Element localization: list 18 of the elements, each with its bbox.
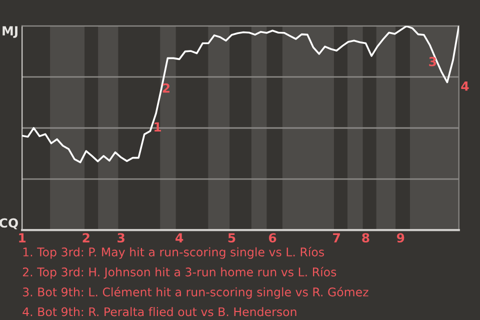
x-tick-label: 1 (19, 233, 26, 242)
text: MJ (2, 26, 18, 38)
x-tick-label: 7 (333, 233, 340, 242)
x-tick-label: 9 (396, 233, 404, 243)
x-tick-label: 4 (176, 233, 184, 242)
x-tick-label: 5 (228, 233, 236, 243)
annotation: 3 (429, 56, 436, 66)
annotation: 2 (162, 83, 170, 93)
x-tick-label: 6 (268, 233, 276, 243)
annotation: 1 (154, 122, 161, 132)
text: 3. Bot 9th: L. Clément hit a run-scoring single vs R. Gómez (22, 286, 368, 299)
x-tick-label: 2 (82, 233, 90, 242)
text: 4 (461, 82, 469, 91)
text: 4. Bot 9th: R. Peralta flied out vs B. Henderson (22, 307, 296, 316)
x-tick-label: 3 (118, 233, 124, 243)
text: 1. Top 3rd: P. May hit a run-scoring single vs L. Ríos (23, 246, 324, 259)
x-tick-label: 8 (362, 233, 370, 243)
text: 2. Top 3rd: H. Johnson hit a 3-run home run vs L. Ríos (22, 266, 336, 279)
